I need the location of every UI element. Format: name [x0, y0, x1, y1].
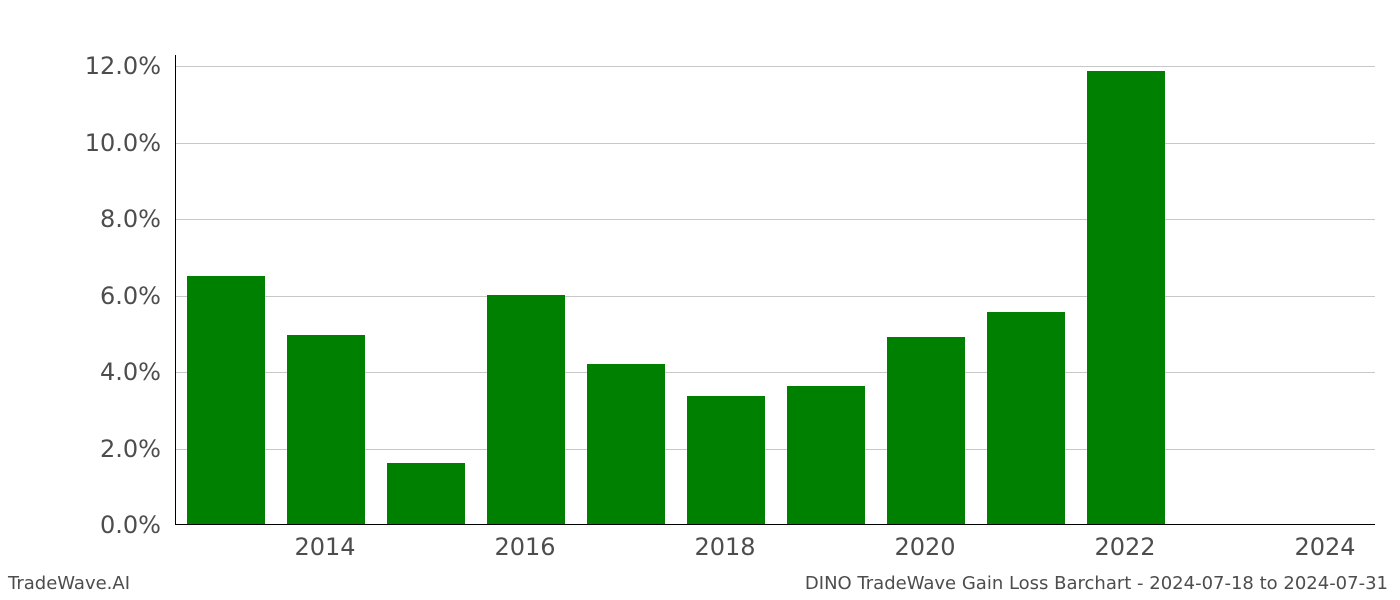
y-gridline: [176, 296, 1375, 297]
x-tick-label: 2020: [894, 533, 955, 561]
y-gridline: [176, 143, 1375, 144]
bar: [987, 312, 1065, 524]
bar: [387, 463, 465, 524]
y-tick-label: 10.0%: [0, 129, 161, 157]
y-gridline: [176, 66, 1375, 67]
y-tick-label: 4.0%: [0, 358, 161, 386]
bar: [487, 295, 565, 524]
y-tick-label: 0.0%: [0, 511, 161, 539]
bar: [1087, 71, 1165, 524]
x-tick-label: 2022: [1094, 533, 1155, 561]
footer-left-brand: TradeWave.AI: [8, 573, 130, 594]
x-tick-label: 2016: [494, 533, 555, 561]
bar: [587, 364, 665, 524]
x-tick-label: 2014: [294, 533, 355, 561]
gain-loss-barchart: 0.0% 2.0% 4.0% 6.0% 8.0% 10.0% 12.0% 2014 2016 2…: [0, 0, 1400, 600]
y-tick-label: 12.0%: [0, 52, 161, 80]
x-tick-label: 2018: [694, 533, 755, 561]
y-tick-label: 6.0%: [0, 282, 161, 310]
x-tick-label: 2024: [1294, 533, 1355, 561]
bar: [687, 396, 765, 524]
footer-right-title: DINO TradeWave Gain Loss Barchart - 2024…: [805, 573, 1388, 594]
bar: [787, 386, 865, 524]
bar: [887, 337, 965, 524]
bar: [187, 276, 265, 524]
y-tick-label: 2.0%: [0, 435, 161, 463]
y-gridline: [176, 219, 1375, 220]
plot-area: [175, 55, 1375, 525]
bar: [287, 335, 365, 524]
y-tick-label: 8.0%: [0, 205, 161, 233]
